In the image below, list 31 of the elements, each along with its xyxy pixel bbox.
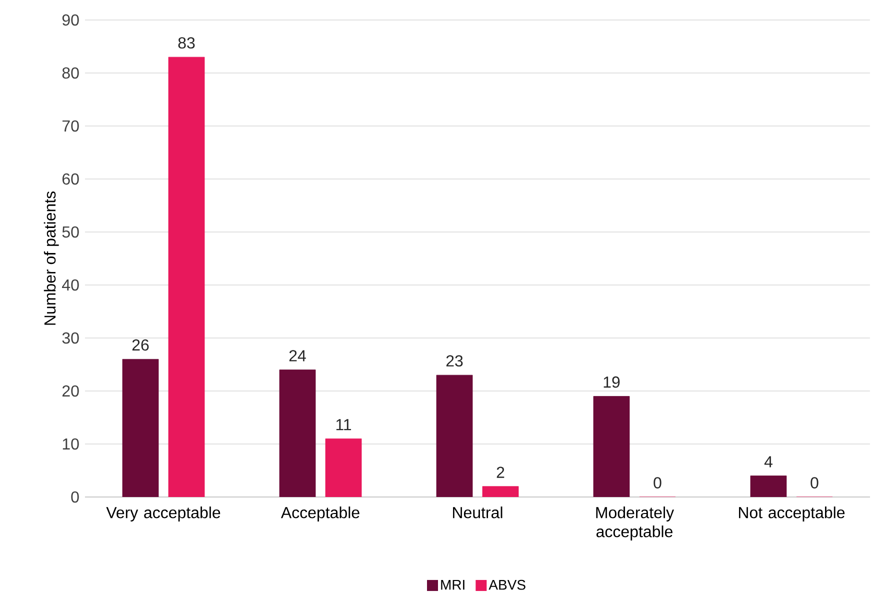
bar: [168, 56, 205, 497]
y-tick-label: 30: [62, 332, 79, 344]
data-label: 2: [496, 466, 504, 478]
data-label: 26: [132, 339, 149, 351]
y-tick-label: 70: [62, 120, 79, 132]
x-tick-label: Acceptable: [280, 506, 360, 522]
y-axis-title: Number of patients: [44, 192, 59, 325]
y-tick-label: 0: [71, 491, 79, 503]
y-tick-label: 20: [62, 385, 79, 397]
data-label: 83: [178, 37, 195, 49]
legend-label: MRI: [441, 580, 464, 590]
data-label: 23: [446, 355, 463, 367]
data-label: 19: [604, 376, 620, 388]
x-tick-label: Very acceptable: [106, 506, 220, 522]
data-label: 0: [654, 477, 662, 488]
y-tick-label: 50: [62, 226, 79, 238]
y-tick-label: 90: [62, 14, 79, 26]
x-tick-label: Neutral: [453, 506, 502, 518]
data-label: 11: [336, 419, 352, 430]
data-label: 24: [289, 350, 306, 362]
data-label: 4: [764, 456, 772, 468]
y-tick-label: 10: [62, 438, 79, 450]
legend-label: ABVS: [488, 580, 526, 590]
bar: [325, 438, 362, 497]
x-tick-label: Not acceptable: [739, 506, 845, 522]
y-tick-label: 60: [62, 173, 79, 185]
y-tick-label: 40: [62, 279, 79, 291]
x-tick-label: Moderately acceptable: [596, 506, 674, 540]
bar: [482, 486, 519, 497]
y-tick-label: 80: [62, 67, 79, 79]
data-label: 0: [810, 477, 818, 488]
